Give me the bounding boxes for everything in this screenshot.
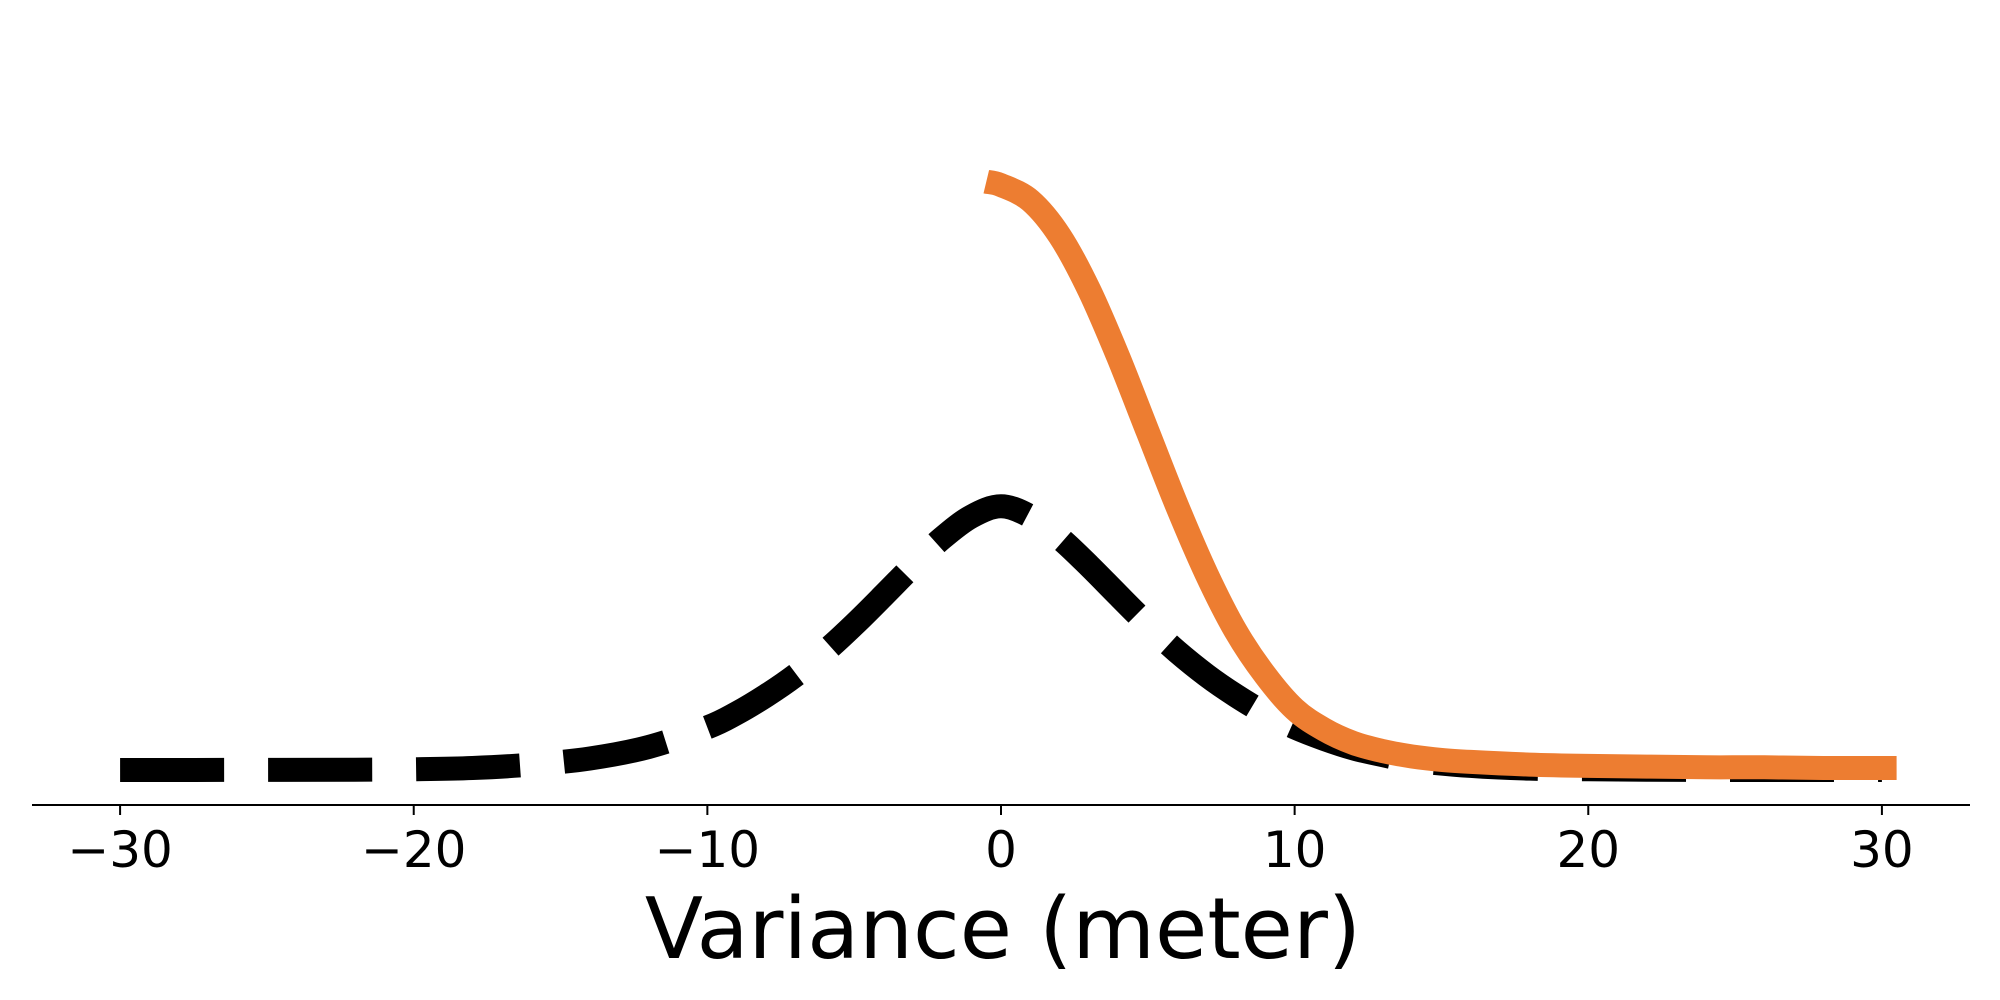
x-axis-title: Variance (meter) <box>645 880 1361 979</box>
x-tick-label: −30 <box>67 821 173 879</box>
x-tick-label: 10 <box>1263 821 1327 879</box>
x-axis-ticks: −30 −20 −10 0 10 20 30 <box>67 805 1914 879</box>
series-layer <box>120 169 1897 782</box>
x-tick-label: 0 <box>985 821 1017 879</box>
x-tick-label: 20 <box>1556 821 1620 879</box>
dashed-series-line <box>120 494 1882 782</box>
x-tick-label: 30 <box>1850 821 1914 879</box>
x-tick-label: −10 <box>655 821 761 879</box>
solid-series-line <box>983 169 1897 781</box>
x-tick-label: −20 <box>361 821 467 879</box>
